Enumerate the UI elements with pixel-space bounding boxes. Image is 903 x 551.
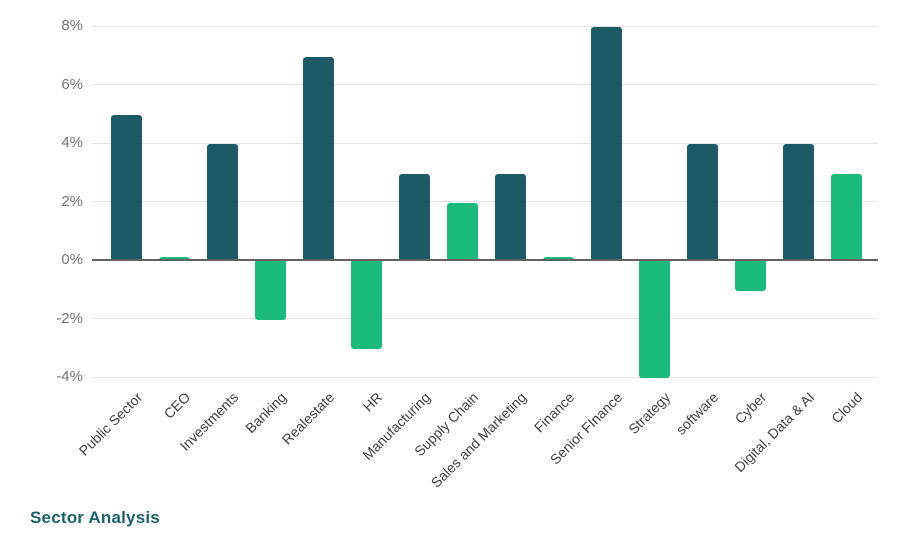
y-axis-tick-label: 4% [61, 134, 83, 151]
y-axis-tick-label: 0% [61, 251, 83, 268]
gridline [92, 318, 878, 319]
y-axis-tick-label: 8% [61, 17, 83, 34]
gridline [92, 84, 878, 85]
y-axis-tick-label: 2% [61, 192, 83, 210]
bar-supply-chain[interactable] [446, 202, 478, 260]
bar-finance[interactable] [542, 257, 574, 260]
bar-digital-data-ai[interactable] [782, 144, 814, 260]
chart-title: Sector Analysis [30, 508, 160, 527]
x-axis-zero-line [92, 259, 878, 261]
bar-cyber[interactable] [734, 260, 766, 291]
bar-realestate[interactable] [302, 56, 334, 260]
y-axis-tick-label: 6% [61, 75, 83, 93]
bar-investments[interactable] [206, 144, 238, 260]
gridline [92, 376, 878, 378]
bar-ceo[interactable] [158, 257, 190, 260]
bar-strategy[interactable] [638, 260, 670, 379]
y-axis-tick-label: -2% [56, 309, 83, 327]
bar-hr[interactable] [350, 260, 382, 350]
bar-public-sector[interactable] [110, 115, 142, 260]
gridline [92, 142, 878, 144]
bar-cloud[interactable] [830, 173, 862, 260]
y-axis-tick-label: -4% [56, 368, 83, 385]
bar-banking[interactable] [254, 260, 286, 320]
bar-manufacturing[interactable] [398, 173, 430, 260]
bar-software[interactable] [686, 144, 718, 260]
gridline [92, 25, 878, 27]
gridline [92, 201, 878, 202]
bar-sales-and-marketing[interactable] [494, 173, 526, 260]
bar-senior-finance[interactable] [590, 27, 622, 260]
